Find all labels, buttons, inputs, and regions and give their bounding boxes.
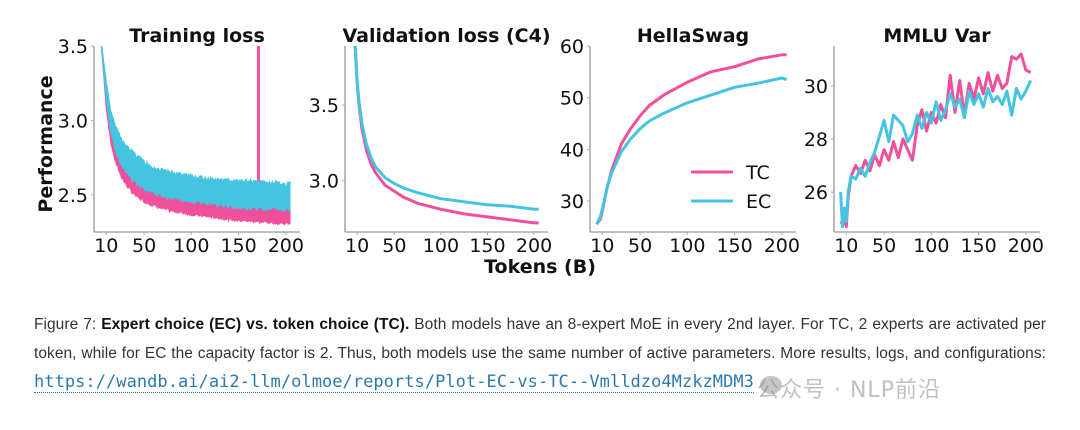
series-line-ec <box>595 76 788 225</box>
y-tick-label: 30 <box>804 76 828 98</box>
series-band-ec <box>100 46 291 213</box>
panel-title: Validation loss (C4) <box>342 25 550 47</box>
y-tick-label: 28 <box>804 129 828 151</box>
y-tick-label: 3.0 <box>58 110 88 132</box>
y-axis-label: Performance <box>35 75 57 212</box>
x-tick-label: 50 <box>132 235 156 257</box>
y-tick-label: 26 <box>804 182 828 204</box>
x-tick-label: 50 <box>382 235 406 257</box>
panel-title: Training loss <box>129 25 265 47</box>
x-tick-label: 150 <box>469 235 505 257</box>
x-tick-label: 200 <box>268 235 304 257</box>
series-group <box>839 52 1032 229</box>
x-tick-label: 150 <box>220 235 256 257</box>
series-line-ec <box>839 79 1032 229</box>
y-tick-label: 2.5 <box>58 185 88 207</box>
x-tick-label: 100 <box>669 235 705 257</box>
x-tick-label: 10 <box>590 235 614 257</box>
x-tick-label: 100 <box>173 235 209 257</box>
panel-1: Validation loss (C4) 10 50 100 150 200 3.0 3.5 <box>309 25 552 257</box>
legend-label-tc: TC <box>745 162 770 184</box>
y-tick-label: 3.0 <box>309 171 339 193</box>
wandb-report-link[interactable]: https://wandb.ai/ai2-llm/olmoe/reports/P… <box>34 372 754 393</box>
x-tick-label: 200 <box>764 235 800 257</box>
y-tick-label: 50 <box>560 88 584 110</box>
x-tick-label: 50 <box>872 235 896 257</box>
x-tick-label: 10 <box>345 235 369 257</box>
wechat-logo-icon <box>760 376 782 394</box>
y-tick-label: 30 <box>560 191 584 213</box>
x-tick-label: 100 <box>423 235 459 257</box>
series-line-tc <box>839 52 1032 229</box>
caption-label: Figure 7: <box>34 316 97 333</box>
x-tick-label: 150 <box>716 235 752 257</box>
panel-0: Training loss 10 50 100 150 200 2.5 3.0 3.5Perfo… <box>35 25 304 257</box>
panel-title: HellaSwag <box>637 25 749 47</box>
caption-body: Both models have an 8-expert MoE in ever… <box>34 316 1047 362</box>
x-tick-label: 10 <box>94 235 118 257</box>
panel-3: MMLU Var 10 50 100 150 200 26 28 30 <box>804 25 1044 257</box>
caption-bold-title: Expert choice (EC) vs. token choice (TC)… <box>101 316 410 333</box>
y-tick-label: 3.5 <box>58 36 88 58</box>
series-group <box>595 53 788 226</box>
x-tick-label: 100 <box>913 235 949 257</box>
watermark: 公众号 · NLP前沿 <box>757 378 941 403</box>
panel-2: HellaSwag 10 50 100 150 200 30 40 50 60 TC EC <box>560 25 800 257</box>
x-tick-label: 10 <box>834 235 858 257</box>
series-group <box>100 46 291 226</box>
y-tick-label: 40 <box>560 139 584 161</box>
series-group <box>353 46 539 225</box>
x-tick-label: 50 <box>628 235 652 257</box>
figure-caption: Figure 7: Expert choice (EC) vs. token c… <box>34 311 1046 398</box>
panel-title: MMLU Var <box>883 25 991 47</box>
x-tick-label: 150 <box>960 235 996 257</box>
series-line-tc <box>353 46 539 225</box>
series-line-ec <box>353 46 539 211</box>
shared-x-axis-label: Tokens (B) <box>484 256 596 278</box>
legend-label-ec: EC <box>746 191 771 213</box>
y-tick-label: 60 <box>560 36 584 58</box>
x-tick-label: 200 <box>516 235 552 257</box>
x-tick-label: 200 <box>1008 235 1044 257</box>
y-tick-label: 3.5 <box>309 95 339 117</box>
